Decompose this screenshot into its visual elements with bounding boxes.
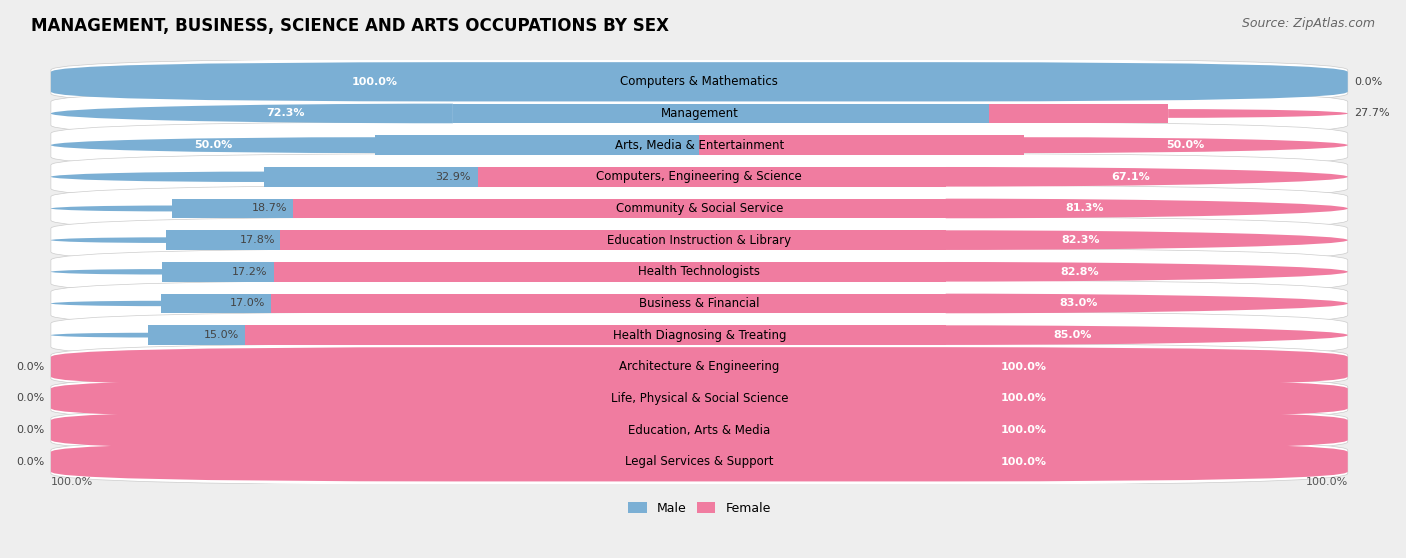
FancyBboxPatch shape xyxy=(51,343,1348,390)
Text: 27.7%: 27.7% xyxy=(1354,108,1391,118)
Wedge shape xyxy=(1024,137,1348,153)
Text: 100.0%: 100.0% xyxy=(1001,362,1046,372)
Text: 15.0%: 15.0% xyxy=(204,330,239,340)
Wedge shape xyxy=(946,167,1348,186)
Text: 72.3%: 72.3% xyxy=(266,108,305,118)
Text: 17.8%: 17.8% xyxy=(240,235,276,245)
Text: 18.7%: 18.7% xyxy=(252,204,287,214)
Text: 82.8%: 82.8% xyxy=(1060,267,1098,277)
Text: 100.0%: 100.0% xyxy=(1001,425,1046,435)
Bar xyxy=(274,262,946,282)
Text: 0.0%: 0.0% xyxy=(15,362,45,372)
FancyBboxPatch shape xyxy=(51,217,1348,263)
Wedge shape xyxy=(946,262,1348,282)
Bar xyxy=(699,136,1024,155)
Text: Education Instruction & Library: Education Instruction & Library xyxy=(607,234,792,247)
Bar xyxy=(148,325,246,345)
FancyBboxPatch shape xyxy=(51,122,1348,169)
Wedge shape xyxy=(51,205,172,211)
FancyBboxPatch shape xyxy=(51,347,1348,387)
Text: Business & Financial: Business & Financial xyxy=(640,297,759,310)
Text: Arts, Media & Entertainment: Arts, Media & Entertainment xyxy=(614,138,785,152)
Bar xyxy=(280,230,946,250)
FancyBboxPatch shape xyxy=(51,411,1348,450)
FancyBboxPatch shape xyxy=(51,379,1348,418)
Wedge shape xyxy=(946,199,1348,218)
FancyBboxPatch shape xyxy=(51,407,1348,454)
Text: 81.3%: 81.3% xyxy=(1064,204,1104,214)
FancyBboxPatch shape xyxy=(51,280,1348,327)
FancyBboxPatch shape xyxy=(51,248,1348,295)
Wedge shape xyxy=(51,137,375,153)
Bar xyxy=(162,294,271,313)
Bar xyxy=(246,325,946,345)
FancyBboxPatch shape xyxy=(51,439,1348,485)
Wedge shape xyxy=(51,172,264,182)
Text: Community & Social Service: Community & Social Service xyxy=(616,202,783,215)
FancyBboxPatch shape xyxy=(51,185,1348,232)
Text: 0.0%: 0.0% xyxy=(15,425,45,435)
Text: 0.0%: 0.0% xyxy=(1354,77,1382,87)
Bar xyxy=(166,230,281,250)
Wedge shape xyxy=(1168,109,1348,118)
Wedge shape xyxy=(51,333,148,338)
Text: Source: ZipAtlas.com: Source: ZipAtlas.com xyxy=(1241,17,1375,30)
Bar xyxy=(163,262,274,282)
Text: MANAGEMENT, BUSINESS, SCIENCE AND ARTS OCCUPATIONS BY SEX: MANAGEMENT, BUSINESS, SCIENCE AND ARTS O… xyxy=(31,17,669,35)
Text: 67.1%: 67.1% xyxy=(1111,172,1150,182)
Text: 50.0%: 50.0% xyxy=(194,140,232,150)
Wedge shape xyxy=(51,237,166,243)
Text: 32.9%: 32.9% xyxy=(436,172,471,182)
Wedge shape xyxy=(51,269,163,275)
Text: Architecture & Engineering: Architecture & Engineering xyxy=(619,360,779,373)
Text: 50.0%: 50.0% xyxy=(1167,140,1205,150)
Bar xyxy=(988,104,1168,123)
FancyBboxPatch shape xyxy=(51,375,1348,422)
Text: 83.0%: 83.0% xyxy=(1060,299,1098,309)
Wedge shape xyxy=(51,301,162,306)
Text: Computers & Mathematics: Computers & Mathematics xyxy=(620,75,779,88)
Text: Computers, Engineering & Science: Computers, Engineering & Science xyxy=(596,170,803,184)
Legend: Male, Female: Male, Female xyxy=(623,497,776,520)
FancyBboxPatch shape xyxy=(51,312,1348,359)
Text: Health Diagnosing & Treating: Health Diagnosing & Treating xyxy=(613,329,786,341)
Text: 100.0%: 100.0% xyxy=(51,478,93,487)
Text: 17.0%: 17.0% xyxy=(229,299,264,309)
Bar xyxy=(294,199,946,218)
Wedge shape xyxy=(51,104,453,123)
Bar xyxy=(375,136,699,155)
Text: 17.2%: 17.2% xyxy=(232,267,267,277)
Text: 100.0%: 100.0% xyxy=(1306,478,1348,487)
Text: Education, Arts & Media: Education, Arts & Media xyxy=(628,424,770,436)
Text: 82.3%: 82.3% xyxy=(1062,235,1099,245)
Wedge shape xyxy=(946,230,1348,250)
Bar xyxy=(271,294,946,313)
Wedge shape xyxy=(946,325,1348,345)
Bar xyxy=(453,104,988,123)
Bar xyxy=(172,199,294,218)
Text: 0.0%: 0.0% xyxy=(15,457,45,467)
Wedge shape xyxy=(946,294,1348,313)
Text: 85.0%: 85.0% xyxy=(1053,330,1091,340)
FancyBboxPatch shape xyxy=(51,442,1348,482)
Text: Life, Physical & Social Science: Life, Physical & Social Science xyxy=(610,392,787,405)
FancyBboxPatch shape xyxy=(51,62,1348,102)
FancyBboxPatch shape xyxy=(51,153,1348,200)
FancyBboxPatch shape xyxy=(51,90,1348,137)
Text: 100.0%: 100.0% xyxy=(352,77,398,87)
Text: 100.0%: 100.0% xyxy=(1001,457,1046,467)
Bar xyxy=(478,167,946,186)
Text: 0.0%: 0.0% xyxy=(15,393,45,403)
Text: Health Technologists: Health Technologists xyxy=(638,265,761,278)
Text: Legal Services & Support: Legal Services & Support xyxy=(626,455,773,468)
FancyBboxPatch shape xyxy=(51,59,1348,105)
Bar xyxy=(264,167,478,186)
Text: 100.0%: 100.0% xyxy=(1001,393,1046,403)
Text: Management: Management xyxy=(661,107,738,120)
